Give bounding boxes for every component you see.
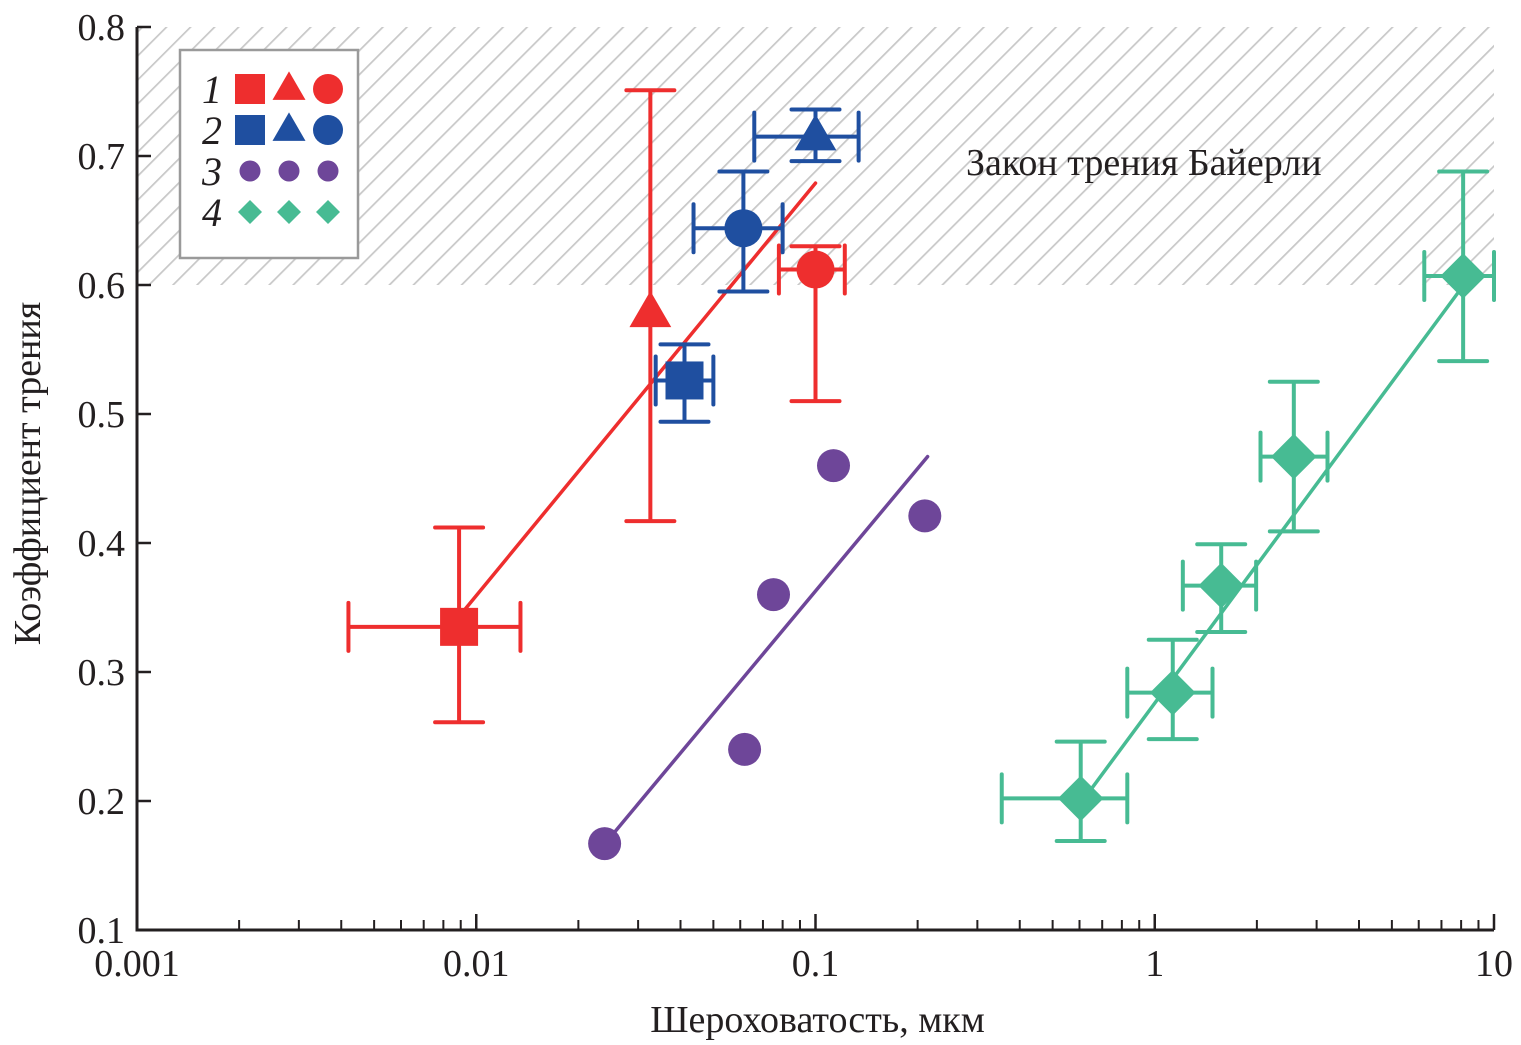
x-tick-label: 1 bbox=[1145, 943, 1164, 985]
y-tick-label: 0.7 bbox=[78, 136, 126, 178]
fit-lines bbox=[457, 181, 1477, 842]
x-tick-label: 0.001 bbox=[94, 943, 180, 985]
data-point-series-2-triangle bbox=[794, 114, 837, 151]
x-tick-label: 10 bbox=[1475, 943, 1513, 985]
data-point-series-4-diamond bbox=[1149, 669, 1196, 716]
legend-marker-diamond bbox=[238, 200, 262, 224]
legend-marker-circle bbox=[317, 160, 339, 182]
legend-marker-triangle bbox=[272, 112, 306, 141]
data-point-series-1-triangle bbox=[629, 290, 672, 328]
legend-marker-diamond bbox=[316, 200, 340, 224]
data-point-series-1-circle bbox=[796, 250, 835, 289]
legend-label: 2 bbox=[202, 108, 222, 153]
legend-marker-circle bbox=[313, 115, 343, 145]
y-tick-label: 0.8 bbox=[78, 7, 126, 49]
data-point-series-4-diamond bbox=[1271, 433, 1317, 480]
legend-label: 4 bbox=[202, 190, 222, 235]
legend-label: 3 bbox=[201, 149, 222, 194]
y-tick-label: 0.6 bbox=[78, 265, 126, 307]
legend-marker-diamond bbox=[277, 200, 301, 224]
byerlee-law-label: Закон трения Байерли bbox=[966, 142, 1322, 184]
data-point-series-3-circle bbox=[757, 578, 791, 612]
data-point-series-3-circle bbox=[588, 827, 622, 861]
fit-line-series-3 bbox=[606, 454, 930, 842]
data-point-series-3-circle bbox=[817, 449, 851, 483]
data-points bbox=[440, 114, 1486, 861]
data-point-series-1-square bbox=[440, 607, 479, 646]
y-tick-label: 0.4 bbox=[78, 523, 126, 565]
y-tick-label: 0.1 bbox=[78, 910, 126, 952]
data-point-series-4-diamond bbox=[1198, 562, 1245, 609]
legend-marker-circle bbox=[278, 160, 300, 182]
legend-marker-triangle bbox=[272, 71, 306, 100]
axes: 0.1 0.2 0.3 0.4 0.5 0.6 0.7 0.8 0.001 0.01 0.1 1 10 bbox=[78, 7, 1514, 985]
fit-line-series-4 bbox=[1082, 267, 1477, 801]
data-point-series-3-circle bbox=[908, 499, 942, 533]
legend-marker-circle bbox=[313, 74, 343, 104]
data-point-series-2-circle bbox=[724, 209, 763, 248]
fit-line-series-1 bbox=[457, 181, 818, 619]
data-point-series-3-circle bbox=[728, 732, 762, 766]
y-tick-label: 0.5 bbox=[78, 394, 126, 436]
data-point-series-2-square bbox=[665, 361, 704, 400]
legend-label: 1 bbox=[202, 67, 222, 112]
legend-marker-circle bbox=[239, 160, 261, 182]
x-tick-label: 0.1 bbox=[792, 943, 840, 985]
legend-marker-square bbox=[235, 115, 265, 145]
y-axis-title: Коэффициент трения bbox=[7, 302, 49, 645]
x-axis-title: Шероховатость, мкм bbox=[650, 999, 985, 1041]
y-tick-label: 0.3 bbox=[78, 652, 126, 694]
x-tick-label: 0.01 bbox=[443, 943, 510, 985]
legend-marker-square bbox=[235, 74, 265, 104]
y-tick-label: 0.2 bbox=[78, 781, 126, 823]
data-point-series-4-diamond bbox=[1440, 253, 1486, 299]
data-point-series-4-diamond bbox=[1057, 775, 1104, 822]
